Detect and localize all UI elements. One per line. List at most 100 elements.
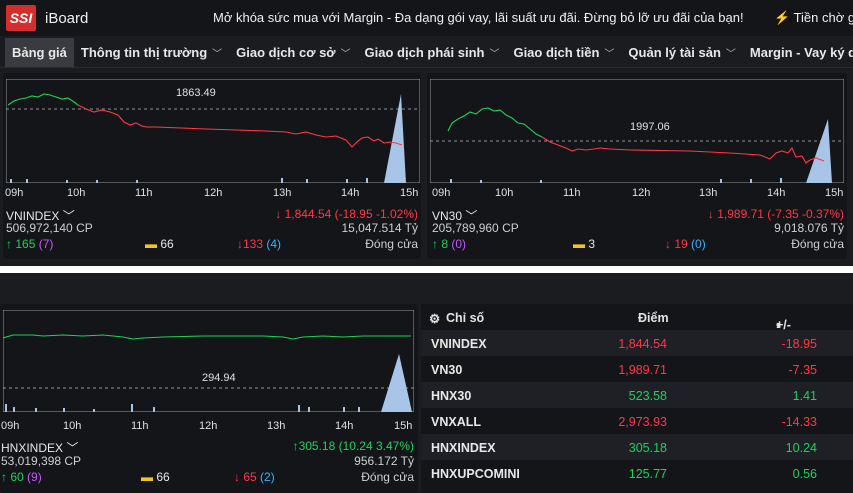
ssi-logo[interactable]: SSI	[6, 5, 36, 31]
hnxindex-panel[interactable]: 294.94 09h 10h 11h 12h 13h 14h 15h HNXIN…	[0, 304, 418, 493]
change-cell: 0.56	[792, 467, 817, 481]
advancers: ↑ 60 (9)	[1, 470, 42, 484]
decliners: ↓133 (4)	[237, 237, 282, 251]
point-cell: 2,973.93	[618, 415, 667, 429]
top-bar: SSI iBoard	[0, 0, 853, 36]
main-nav: Bảng giá Thông tin thị trường ﹀ Giao dịch…	[0, 38, 853, 68]
tick-10h: 10h	[495, 187, 514, 199]
change-cell: 1.41	[792, 389, 817, 403]
tick-13h: 13h	[699, 187, 718, 199]
arrow-up-icon: ↑	[292, 439, 299, 453]
unchanged: ▬ 66	[145, 237, 174, 251]
vnindex-chart	[6, 79, 420, 183]
ref-value-label: 1863.49	[176, 87, 216, 99]
unchanged: ▬ 66	[141, 470, 170, 484]
chevron-down-icon: ﹀	[62, 209, 75, 223]
session-status: Đóng cửa	[791, 237, 844, 251]
index-name[interactable]: HNXINDEX ﹀	[1, 441, 79, 455]
table-row[interactable]: VN30 1,989.71 -7.35	[421, 356, 853, 382]
index-value: 956.172 Tỷ	[354, 454, 414, 468]
tick-11h: 11h	[135, 187, 153, 199]
vnindex-panel[interactable]: 1863.49 09h 10h 11h 12h 13h 14h 15h VNIN…	[3, 73, 421, 259]
tab-asset-management[interactable]: Quản lý tài sản ﹀	[628, 45, 736, 60]
index-name-cell: HNXINDEX	[431, 441, 496, 455]
table-row[interactable]: HNXINDEX 305.18 10.24	[421, 434, 853, 460]
vn30-chart	[430, 79, 844, 183]
tick-14h: 14h	[335, 420, 354, 432]
brand-name: iBoard	[45, 9, 89, 27]
tick-09h: 09h	[1, 420, 20, 432]
index-name[interactable]: VN30 ﹀	[432, 209, 478, 223]
chevron-down-icon: ﹀	[465, 209, 478, 223]
index-change: ↑305.18 (10.24 3.47%)	[292, 439, 414, 453]
change-cell: 10.24	[785, 441, 817, 455]
gear-icon[interactable]: ⚙	[429, 312, 441, 326]
tick-13h: 13h	[273, 187, 292, 199]
change-cell: -7.35	[788, 363, 818, 377]
tick-11h: 11h	[563, 187, 581, 199]
vn30-panel[interactable]: 1997.06 09h 10h 11h 12h 13h 14h 15h VN30…	[427, 73, 847, 259]
point-cell: 1,989.71	[618, 363, 667, 377]
tab-margin[interactable]: Margin - Vay ký quỹ﹀	[749, 45, 853, 60]
section-divider	[0, 266, 853, 273]
index-name-cell: HNX30	[431, 389, 472, 403]
tick-15h: 15h	[400, 187, 419, 199]
closing-volume-spike	[384, 94, 406, 183]
table-row[interactable]: VNINDEX 1,844.54 -18.95	[421, 330, 853, 356]
change-cell: -18.95	[781, 337, 817, 351]
cash-promo[interactable]: ⚡ Tiền chờ gi	[774, 10, 853, 26]
tab-cash[interactable]: Giao dịch tiền ﹀	[513, 45, 615, 60]
index-table: ⚙ Chỉ số Điểm ‹ +/- › VNINDEX 1,844.54 -…	[421, 304, 853, 493]
index-volume: 205,789,960 CP	[432, 221, 519, 235]
closing-volume-spike	[806, 119, 832, 183]
chevron-down-icon: ﹀	[212, 49, 223, 60]
chevron-down-icon: ﹀	[66, 441, 79, 455]
table-header: ⚙ Chỉ số Điểm ‹ +/- ›	[429, 311, 791, 332]
index-value: 9,018.076 Tỷ	[774, 221, 844, 235]
flat-icon: ▬	[145, 237, 157, 251]
unchanged: ▬ 3	[573, 237, 596, 251]
intraday-line-red	[541, 136, 825, 164]
flat-icon: ▬	[573, 237, 585, 251]
decliners: ↓ 19 (0)	[665, 237, 706, 251]
table-row[interactable]: HNXUPCOMINI 125.77 0.56	[421, 460, 853, 486]
table-row[interactable]: HNX30 523.58 1.41	[421, 382, 853, 408]
change-cell: -14.33	[781, 415, 817, 429]
tick-13h: 13h	[267, 420, 286, 432]
index-change: ↓ 1,989.71 (-7.35 -0.37%)	[707, 207, 844, 221]
promo-banner[interactable]: Mở khóa sức mua với Margin - Đa dạng gói…	[213, 10, 744, 25]
index-volume: 506,972,140 CP	[6, 221, 93, 235]
session-status: Đóng cửa	[361, 470, 414, 484]
tick-09h: 09h	[432, 187, 451, 199]
volume-bars	[450, 178, 782, 183]
arrow-down-icon: ↓	[665, 237, 671, 251]
tab-derivatives[interactable]: Giao dịch phái sinh ﹀	[364, 45, 500, 60]
chart-frame	[3, 310, 414, 412]
tab-price-board[interactable]: Bảng giá	[5, 38, 74, 67]
volume-bars	[10, 178, 368, 183]
cash-promo-label: Tiền chờ gi	[793, 10, 853, 25]
index-name[interactable]: VNINDEX ﹀	[6, 209, 75, 223]
index-name-cell: VNXALL	[431, 415, 481, 429]
tab-market-info[interactable]: Thông tin thị trường ﹀	[80, 45, 223, 60]
index-name-cell: VN30	[431, 363, 463, 377]
index-volume: 53,019,398 CP	[1, 454, 82, 468]
session-status: Đóng cửa	[365, 237, 418, 251]
arrow-down-icon: ↓	[707, 207, 714, 221]
hnxindex-chart	[3, 310, 414, 412]
intraday-line-green	[7, 93, 79, 106]
advancers: ↑ 8 (0)	[432, 237, 467, 251]
tick-15h: 15h	[825, 187, 844, 199]
tick-10h: 10h	[67, 187, 86, 199]
point-cell: 523.58	[628, 389, 667, 403]
chevron-down-icon: ﹀	[489, 49, 500, 60]
arrow-down-icon: ↓	[237, 237, 243, 251]
arrow-up-icon: ↑	[6, 237, 12, 251]
intraday-line-red	[77, 104, 403, 148]
table-row[interactable]: VNXALL 2,973.93 -14.33	[421, 408, 853, 434]
tab-base-trading[interactable]: Giao dịch cơ sở ﹀	[236, 45, 351, 60]
point-cell: 1,844.54	[618, 337, 667, 351]
intraday-line-green	[3, 334, 411, 340]
advancers: ↑ 165 (7)	[6, 237, 54, 251]
arrow-up-icon: ↑	[1, 470, 7, 484]
